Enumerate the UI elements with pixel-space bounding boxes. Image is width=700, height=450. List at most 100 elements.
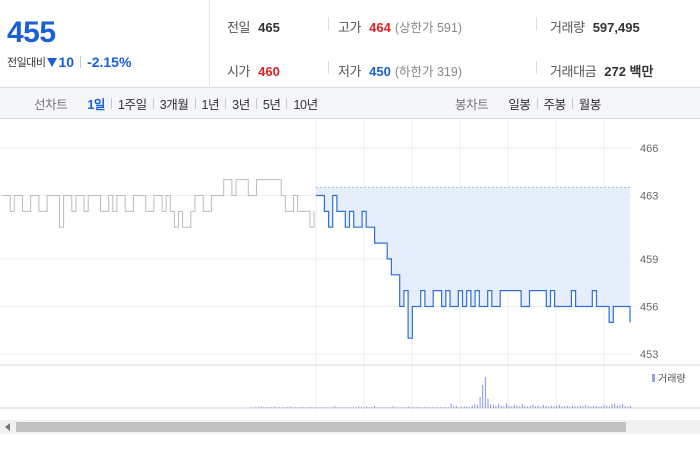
volume-bar <box>374 405 375 408</box>
volume-bar <box>368 407 370 408</box>
candle-period-tab-1[interactable]: 주봉 <box>543 98 567 112</box>
change-row: 전일대비 10 -2.15% <box>7 53 131 71</box>
volume-bar <box>455 405 457 408</box>
period-divider <box>255 98 257 109</box>
volume-bar <box>334 406 336 408</box>
price-box: 455 전일대비 10 -2.15% <box>0 0 210 88</box>
volume-bar <box>289 406 291 408</box>
volume-bar <box>360 407 362 408</box>
volume-bar <box>513 404 515 408</box>
volume-bar <box>558 404 560 408</box>
open-value: 460 <box>258 64 280 79</box>
series-today-area <box>316 187 630 339</box>
volume-bar <box>421 407 423 408</box>
y-tick-label: 453 <box>640 349 658 361</box>
volume-bar <box>331 407 333 408</box>
prev-close-label: 전일 <box>227 20 251 35</box>
volume-bar <box>553 406 555 408</box>
line-period-tab-6[interactable]: 10년 <box>293 98 318 112</box>
volume-bar <box>487 398 489 408</box>
volume-bar <box>556 405 558 408</box>
volume-bar <box>323 407 325 408</box>
candle-period-tab-0[interactable]: 일봉 <box>508 98 531 112</box>
volume-bar <box>624 405 626 408</box>
volume-bar <box>535 406 536 408</box>
volume-bar <box>484 377 486 408</box>
volume-bar <box>342 407 344 408</box>
volume-bar <box>310 407 312 408</box>
volume-bar <box>508 405 510 408</box>
volume-bar <box>250 407 251 408</box>
scroll-left-arrow-icon[interactable] <box>5 423 10 431</box>
volume-label: 거래량 <box>550 20 585 35</box>
volume-bar <box>529 405 531 408</box>
volume-bar <box>463 406 465 408</box>
volume-bar <box>255 407 257 408</box>
volume-bar <box>252 407 254 408</box>
volume-bar <box>466 406 468 408</box>
change-divider <box>80 56 82 68</box>
line-period-tab-4[interactable]: 3년 <box>232 98 250 112</box>
volume-bar <box>532 404 534 408</box>
volume-bar <box>257 407 259 408</box>
volume-bar <box>445 407 447 408</box>
volume-bar <box>279 407 280 408</box>
volume-bar <box>437 407 439 408</box>
line-period-tab-1[interactable]: 1주일 <box>117 98 147 112</box>
volume-bar <box>424 407 426 408</box>
volume-bar <box>305 407 307 408</box>
volume-bar <box>593 405 595 408</box>
volume-bar <box>416 407 418 408</box>
volume-bar <box>434 407 436 408</box>
scrollbar-thumb[interactable] <box>16 422 626 432</box>
volume-bar <box>271 407 273 408</box>
volume-bar <box>260 406 262 408</box>
volume-bar <box>281 407 283 408</box>
volume-bar <box>447 407 449 408</box>
volume-bar <box>595 405 597 408</box>
stat-amount: 거래대금 272 백만 <box>550 61 653 80</box>
y-tick-label: 466 <box>640 143 658 155</box>
volume-bar <box>405 407 407 408</box>
high-label: 고가 <box>338 20 362 35</box>
stat-volume: 거래량 597,495 <box>550 17 640 36</box>
volume-bar <box>316 407 317 408</box>
line-period-tab-0[interactable]: 1일 <box>87 98 105 112</box>
volume-bar <box>308 407 310 408</box>
volume-bar <box>389 407 391 408</box>
line-period-tab-3[interactable]: 1년 <box>201 98 220 112</box>
stat-open: 시가 460 <box>227 61 280 80</box>
volume-bar <box>503 406 505 408</box>
volume-bar <box>524 405 526 408</box>
volume-bar <box>284 407 286 408</box>
volume-bar <box>471 405 473 408</box>
candle-period-tab-2[interactable]: 월봉 <box>578 98 602 112</box>
volume-bar <box>603 404 605 408</box>
amount-label: 거래대금 <box>550 64 597 79</box>
volume-bar <box>302 407 304 408</box>
high-value: 464 <box>369 20 391 35</box>
low-value: 450 <box>369 64 391 79</box>
volume-bar <box>265 407 267 408</box>
stat-prev-close: 전일 465 <box>227 17 280 36</box>
volume-bar <box>384 407 386 408</box>
line-period-tab-2[interactable]: 3개월 <box>159 98 189 112</box>
volume-bar <box>577 406 579 408</box>
period-divider <box>110 98 112 109</box>
volume-bar <box>622 404 624 408</box>
open-label: 시가 <box>227 64 251 79</box>
volume-bar <box>587 405 589 408</box>
y-tick-label: 456 <box>640 302 658 314</box>
volume-bar <box>601 406 602 408</box>
volume-bar <box>548 406 550 408</box>
volume-bar <box>313 407 315 408</box>
volume-bar <box>606 405 608 408</box>
volume-bar <box>476 404 478 408</box>
y-tick-label: 459 <box>640 254 658 266</box>
volume-bar <box>321 407 323 408</box>
line-period-tab-5[interactable]: 5년 <box>262 98 281 112</box>
volume-bar <box>363 407 365 408</box>
period-bar: 선차트 1일 1주일 3개월 1년 3년 5년 10년 봉차트 일봉 주봉 월봉 <box>0 88 700 119</box>
volume-bar <box>585 404 587 408</box>
amount-value: 272 백만 <box>604 64 654 79</box>
